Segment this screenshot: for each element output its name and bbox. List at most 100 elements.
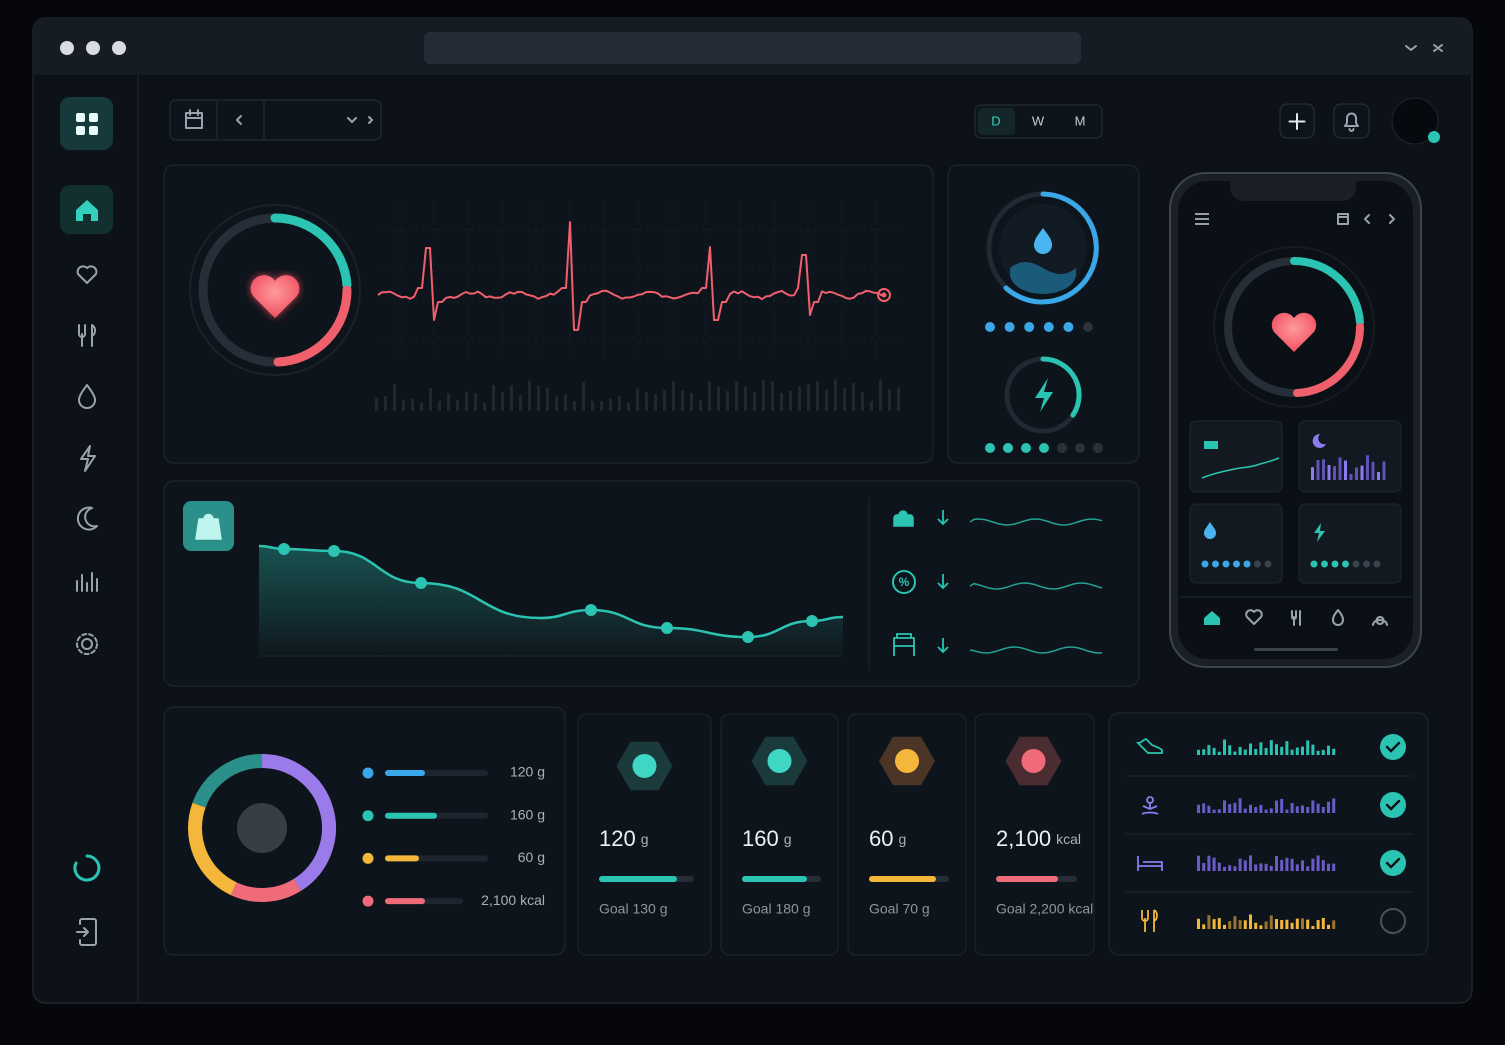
nav-water[interactable] <box>78 384 96 409</box>
macro-list: 120 g 160 g 60 g 2,100 kcal <box>362 764 545 908</box>
macro-fill <box>385 812 437 819</box>
activity-bar <box>1269 915 1273 929</box>
activity-bar <box>1275 800 1278 813</box>
energy-dot <box>1093 443 1103 453</box>
notifications-button[interactable] <box>1333 103 1370 139</box>
activity-bar <box>1285 857 1289 871</box>
activity-bar <box>1332 863 1336 871</box>
donut-segment <box>230 878 302 902</box>
ecg-bar <box>645 392 648 411</box>
trend-line <box>969 582 1103 590</box>
logo-grid-part <box>76 126 85 135</box>
nav-stats[interactable] <box>76 572 98 592</box>
ecg-bar <box>879 379 882 411</box>
phone-bar <box>1349 473 1353 480</box>
muscle-metric-icon <box>893 633 915 656</box>
nav-energy[interactable] <box>80 445 96 472</box>
window-dot[interactable] <box>112 41 126 55</box>
prev-day[interactable] <box>236 115 242 125</box>
activity-bar <box>1197 804 1200 813</box>
activity-bar <box>1228 921 1232 929</box>
activity-bar <box>1264 921 1268 929</box>
activity-check <box>1380 850 1406 876</box>
ecg-bar <box>870 401 873 411</box>
period-tab[interactable]: D <box>991 113 1000 128</box>
activity-bar <box>1217 809 1221 813</box>
activity-bar <box>1295 806 1299 813</box>
phone-tab-food[interactable] <box>1291 610 1301 626</box>
window-dot[interactable] <box>60 41 74 55</box>
phone-menu[interactable] <box>1195 213 1209 225</box>
water-ring <box>1003 191 1099 305</box>
hydration-panel <box>947 164 1140 464</box>
app-logo[interactable] <box>60 97 113 150</box>
date-picker[interactable] <box>169 99 382 141</box>
period-tab[interactable]: M <box>1075 113 1086 128</box>
ecg-bar <box>456 400 459 411</box>
window-dot[interactable] <box>86 41 100 55</box>
energy-dot <box>1075 443 1085 453</box>
phone-date-nav[interactable] <box>1337 213 1395 225</box>
weight-metric-icon <box>893 510 914 527</box>
nav-settings[interactable] <box>81 638 93 650</box>
ecg-bar <box>816 381 819 411</box>
activity-bar <box>1233 751 1237 755</box>
nav-heart[interactable] <box>76 265 98 284</box>
logo-grid-part <box>89 113 98 122</box>
calendar-icon[interactable] <box>185 109 203 129</box>
phone-dot <box>1310 560 1318 568</box>
ecg-bar <box>807 384 810 411</box>
activity-bar <box>1259 804 1263 813</box>
macro-fill <box>599 876 677 882</box>
ecg-bar <box>537 385 540 411</box>
trend-line <box>969 646 1103 654</box>
body-metrics <box>937 510 1103 654</box>
avatar[interactable] <box>1391 97 1439 145</box>
activity-bar <box>1207 805 1211 813</box>
ecg-bar <box>789 391 792 411</box>
phone-tab-heart[interactable] <box>1245 609 1263 625</box>
ecg-bar <box>843 387 846 411</box>
weight-dot <box>742 631 754 643</box>
window-controls[interactable] <box>1405 44 1443 52</box>
macro-dot <box>362 767 374 779</box>
ecg-bar <box>663 390 666 411</box>
nav-food[interactable] <box>78 324 96 347</box>
ecg-bar <box>447 393 450 411</box>
ecg-bar <box>780 393 783 411</box>
ecg-bar <box>375 397 378 411</box>
phone-bar <box>1355 467 1358 480</box>
check-mark <box>1385 857 1401 869</box>
activity-run-icon <box>1135 738 1163 754</box>
energy-dot <box>1057 443 1067 453</box>
activity-bar <box>1327 801 1330 813</box>
macro-fill <box>385 770 425 776</box>
activity-bar <box>1223 866 1226 871</box>
macro-value: 2,100 kcal <box>996 826 1081 851</box>
activity-bar <box>1316 920 1320 929</box>
phone-tab-profile[interactable] <box>1372 616 1388 626</box>
water-dots <box>985 322 1093 332</box>
phone-tab-water[interactable] <box>1332 609 1344 626</box>
nav-sleep[interactable] <box>76 506 98 531</box>
phone-tab-home[interactable] <box>1204 611 1220 625</box>
activity-bar <box>1285 919 1289 929</box>
activity-bar <box>1264 748 1268 755</box>
activity-bar <box>1238 746 1242 755</box>
ecg-bar <box>618 395 621 411</box>
macro-card <box>974 713 1095 956</box>
macro-unit: g <box>898 831 906 847</box>
date-dropdown[interactable] <box>347 116 373 124</box>
activity-bar <box>1269 740 1273 755</box>
plus-icon <box>1288 113 1306 130</box>
period-tab[interactable]: W <box>1032 113 1045 128</box>
activity-bar <box>1212 747 1216 755</box>
home-icon <box>76 200 98 221</box>
heart-icon <box>250 275 300 318</box>
activity-bar <box>1228 804 1232 813</box>
nav-logout[interactable] <box>76 918 97 946</box>
phone-home-indicator <box>1254 648 1338 651</box>
url-bar[interactable] <box>424 32 1081 64</box>
